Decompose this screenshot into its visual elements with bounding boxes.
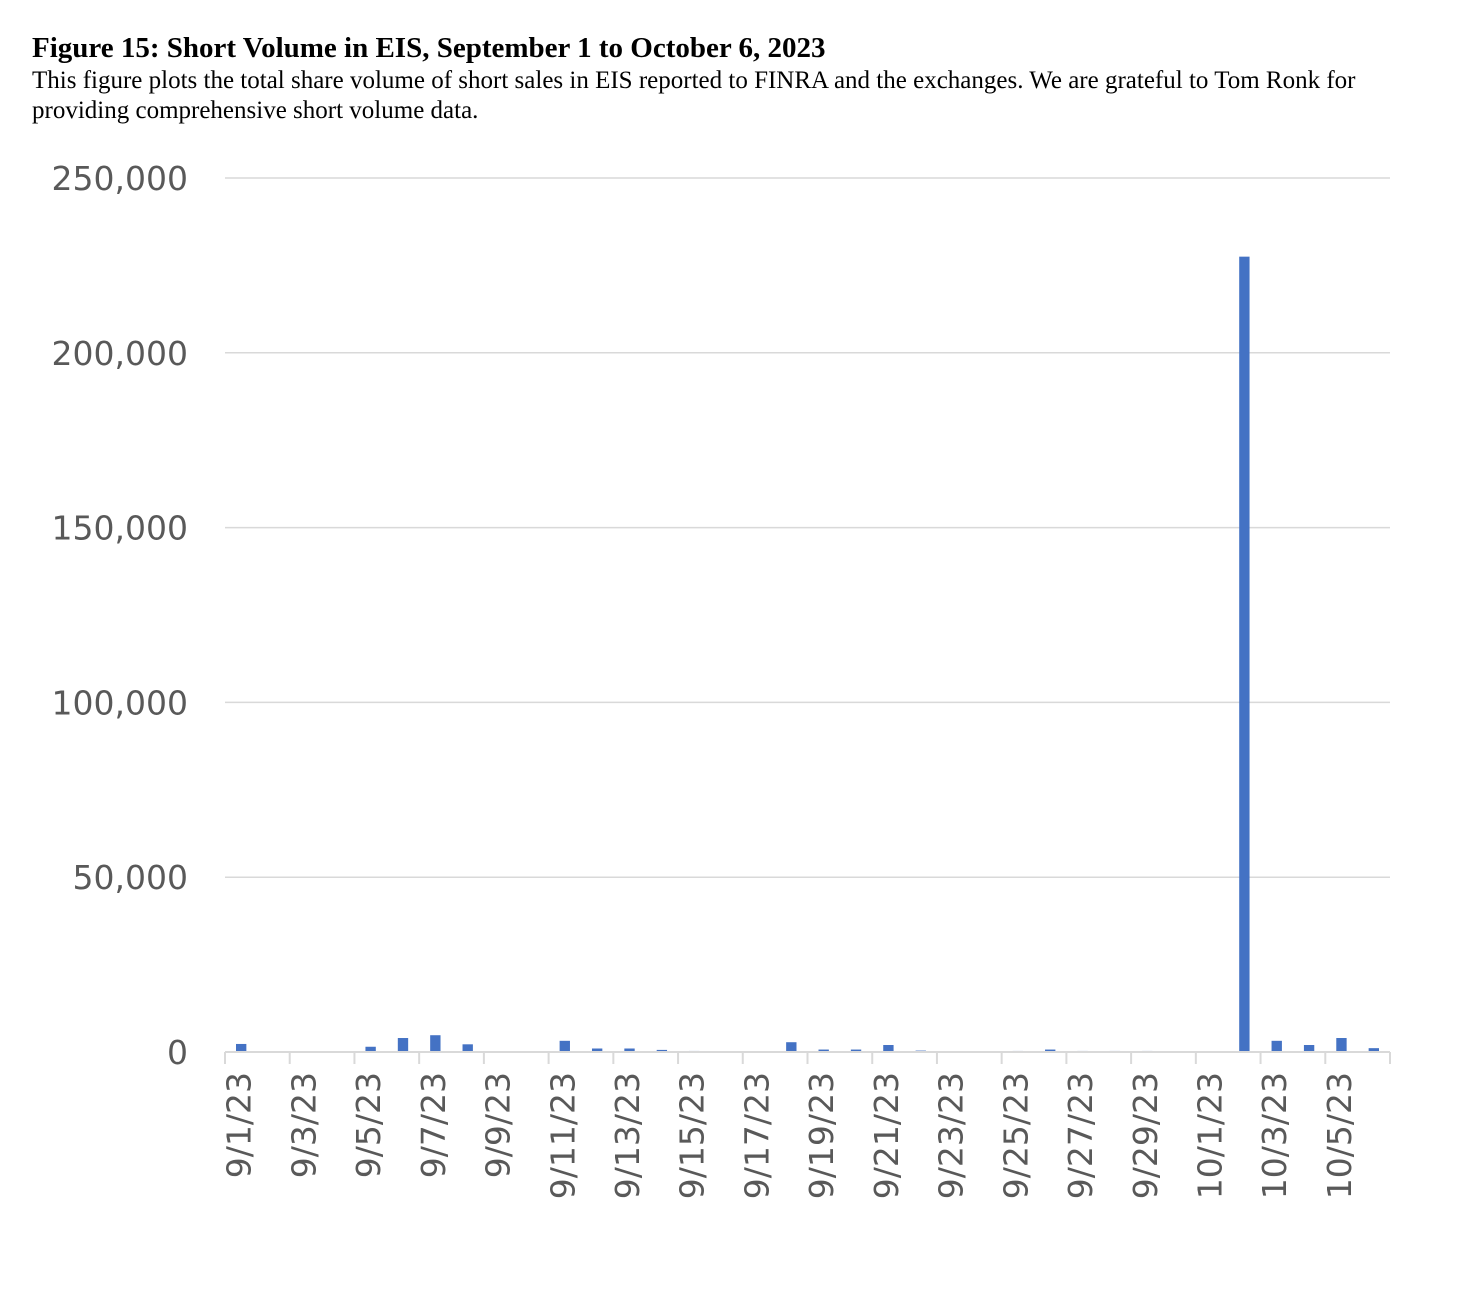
bar-9-21-23 bbox=[883, 1045, 894, 1052]
y-tick-label: 50,000 bbox=[73, 858, 188, 897]
bar-10-2-23 bbox=[1239, 256, 1250, 1052]
bar-10-4-23 bbox=[1303, 1045, 1315, 1052]
gridlines bbox=[225, 177, 1390, 878]
x-tick-label: 10/3/23 bbox=[1255, 1072, 1294, 1199]
figure-caption: Figure 15: Short Volume in EIS, Septembe… bbox=[32, 30, 1442, 126]
x-tick-label: 9/11/23 bbox=[543, 1072, 582, 1199]
x-tick-label: 9/21/23 bbox=[867, 1072, 906, 1199]
x-tick-label: 9/5/23 bbox=[349, 1072, 388, 1178]
x-tick-label: 9/13/23 bbox=[608, 1072, 647, 1199]
x-tick-label: 9/19/23 bbox=[802, 1072, 841, 1199]
x-tick-label: 9/3/23 bbox=[284, 1072, 323, 1178]
bar-9-7-23 bbox=[430, 1035, 441, 1052]
x-tick-label: 10/1/23 bbox=[1191, 1072, 1230, 1199]
x-axis-tick-labels: 9/1/23 9/3/23 9/5/23 9/7/23 9/9/23 9/11/23 9/1… bbox=[220, 1072, 1359, 1199]
y-tick-label: 150,000 bbox=[52, 509, 188, 548]
x-tick-label: 9/27/23 bbox=[1061, 1072, 1100, 1199]
bar-9-5-23 bbox=[365, 1046, 376, 1052]
bar-9-20-23 bbox=[850, 1049, 862, 1052]
bars bbox=[236, 256, 1379, 1052]
bar-9-12-23 bbox=[591, 1048, 603, 1052]
x-tick-label: 9/29/23 bbox=[1126, 1072, 1165, 1199]
x-tick-label: 9/9/23 bbox=[479, 1072, 518, 1178]
figure-title: Figure 15: Short Volume in EIS, Septembe… bbox=[32, 32, 826, 64]
bar-9-6-23 bbox=[397, 1038, 409, 1052]
x-tick-label: 9/1/23 bbox=[220, 1072, 259, 1178]
x-axis bbox=[224, 1051, 1391, 1064]
figure-description: This figure plots the total share volume… bbox=[32, 67, 1356, 124]
bar-10-3-23 bbox=[1271, 1040, 1282, 1052]
bar-9-26-23 bbox=[1045, 1049, 1056, 1052]
bar-9-13-23 bbox=[624, 1048, 635, 1052]
x-tick-label: 9/23/23 bbox=[932, 1072, 971, 1199]
bar-10-6-23 bbox=[1368, 1048, 1379, 1052]
x-tick-label: 9/7/23 bbox=[414, 1072, 453, 1178]
bar-9-8-23 bbox=[462, 1044, 473, 1052]
y-tick-label: 250,000 bbox=[52, 159, 188, 198]
y-tick-label: 100,000 bbox=[52, 683, 188, 722]
x-tick-label: 9/15/23 bbox=[673, 1072, 712, 1199]
bar-10-5-23 bbox=[1336, 1038, 1347, 1052]
y-tick-label: 200,000 bbox=[52, 334, 188, 373]
bar-9-19-23 bbox=[818, 1049, 829, 1052]
bar-9-11-23 bbox=[559, 1040, 570, 1052]
bar-9-1-23 bbox=[236, 1043, 247, 1052]
x-tick-label: 9/25/23 bbox=[996, 1072, 1035, 1199]
bar-9-14-23 bbox=[656, 1049, 668, 1052]
y-axis-tick-labels: 0 50,000 100,000 150,000 200,000 250,000 bbox=[52, 159, 188, 1072]
x-tick-label: 9/17/23 bbox=[737, 1072, 776, 1199]
y-tick-label: 0 bbox=[167, 1033, 188, 1072]
x-tick-label: 10/5/23 bbox=[1320, 1072, 1359, 1199]
bar-9-18-23 bbox=[786, 1042, 797, 1052]
